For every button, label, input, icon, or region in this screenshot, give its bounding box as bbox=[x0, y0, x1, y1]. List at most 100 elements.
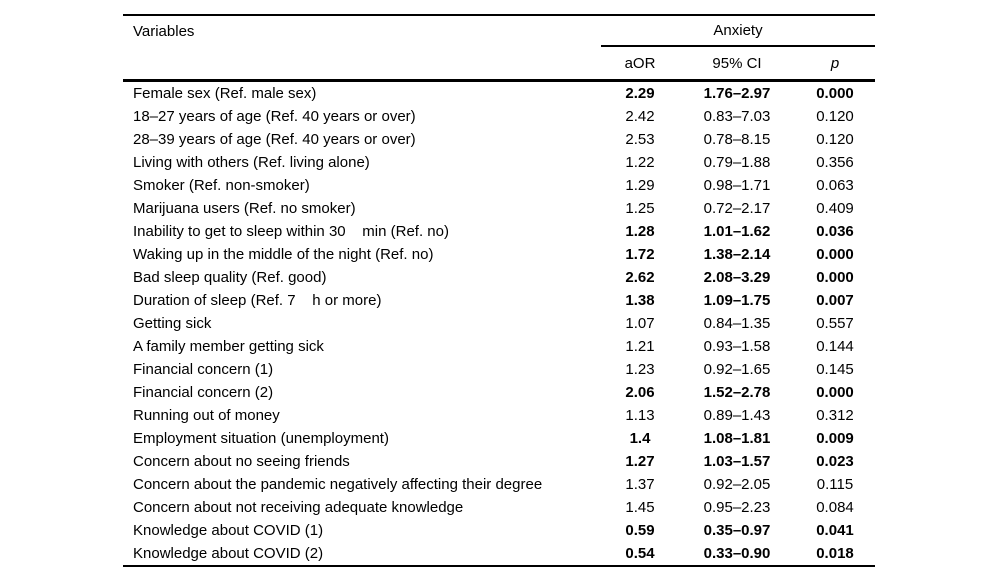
table-row: Inability to get to sleep within 30 min … bbox=[123, 220, 875, 243]
row-ci-value: 0.78–8.15 bbox=[703, 131, 771, 148]
row-p-value: 0.000 bbox=[816, 246, 854, 263]
row-variable: Getting sick bbox=[133, 315, 212, 332]
row-aor-value: 2.53 bbox=[625, 131, 655, 148]
row-variable: Knowledge about COVID (1) bbox=[133, 522, 324, 539]
row-variable: Female sex (Ref. male sex) bbox=[133, 85, 317, 102]
row-ci-value: 1.03–1.57 bbox=[703, 453, 771, 470]
row-p-value: 0.312 bbox=[816, 407, 854, 424]
row-variable: Financial concern (1) bbox=[133, 361, 274, 378]
row-p-value: 0.041 bbox=[816, 522, 854, 539]
row-aor-value: 1.29 bbox=[625, 177, 655, 194]
row-p-value: 0.007 bbox=[816, 292, 854, 309]
row-p-value: 0.000 bbox=[816, 384, 854, 401]
row-aor-value: 2.29 bbox=[625, 85, 655, 102]
row-variable: Knowledge about COVID (2) bbox=[133, 545, 324, 562]
row-aor-value: 1.72 bbox=[625, 246, 655, 263]
column-header-p: p bbox=[830, 54, 840, 72]
row-aor-value: 1.37 bbox=[625, 476, 655, 493]
row-variable: Financial concern (2) bbox=[133, 384, 274, 401]
row-variable: Living with others (Ref. living alone) bbox=[133, 154, 370, 171]
table-row: Waking up in the middle of the night (Re… bbox=[123, 243, 875, 266]
table-row: 18–27 years of age (Ref. 40 years or ove… bbox=[123, 105, 875, 128]
row-aor-value: 1.38 bbox=[625, 292, 655, 309]
row-aor-value: 1.21 bbox=[625, 338, 655, 355]
row-p-value: 0.000 bbox=[816, 269, 854, 286]
row-aor-value: 1.07 bbox=[625, 315, 655, 332]
row-variable: A family member getting sick bbox=[133, 338, 324, 355]
column-header-ci: 95% CI bbox=[712, 54, 762, 72]
row-ci-value: 0.33–0.90 bbox=[703, 545, 771, 562]
row-ci-value: 0.83–7.03 bbox=[703, 108, 771, 125]
row-ci-value: 0.92–2.05 bbox=[703, 476, 771, 493]
row-aor-value: 1.25 bbox=[625, 200, 655, 217]
row-variable: Duration of sleep (Ref. 7 h or more) bbox=[133, 292, 382, 309]
table-row: Living with others (Ref. living alone) 1… bbox=[123, 151, 875, 174]
table-row: Duration of sleep (Ref. 7 h or more) 1.3… bbox=[123, 289, 875, 312]
table-header-group-row: Variables Anxiety bbox=[123, 16, 875, 47]
row-p-value: 0.145 bbox=[816, 361, 854, 378]
table-row: Getting sick 1.07 0.84–1.35 0.557 bbox=[123, 312, 875, 335]
table-row: Bad sleep quality (Ref. good) 2.62 2.08–… bbox=[123, 266, 875, 289]
row-p-value: 0.120 bbox=[816, 131, 854, 148]
row-ci-value: 1.09–1.75 bbox=[703, 292, 771, 309]
row-aor-value: 0.54 bbox=[625, 545, 655, 562]
row-variable: Concern about not receiving adequate kno… bbox=[133, 499, 464, 516]
column-header-aor: aOR bbox=[624, 54, 656, 72]
row-ci-value: 0.92–1.65 bbox=[703, 361, 771, 378]
row-variable: Marijuana users (Ref. no smoker) bbox=[133, 200, 356, 217]
row-p-value: 0.084 bbox=[816, 499, 854, 516]
group-header-anxiety-cell: Anxiety bbox=[601, 16, 875, 47]
table-row: 28–39 years of age (Ref. 40 years or ove… bbox=[123, 128, 875, 151]
row-ci-value: 2.08–3.29 bbox=[703, 269, 771, 286]
row-aor-value: 1.27 bbox=[625, 453, 655, 470]
row-ci-value: 0.89–1.43 bbox=[703, 407, 771, 424]
row-ci-value: 0.72–2.17 bbox=[703, 200, 771, 217]
row-p-value: 0.036 bbox=[816, 223, 854, 240]
table-row: Knowledge about COVID (1) 0.59 0.35–0.97… bbox=[123, 519, 875, 542]
row-ci-value: 1.38–2.14 bbox=[703, 246, 771, 263]
table-row: Concern about no seeing friends 1.27 1.0… bbox=[123, 450, 875, 473]
column-header-variables: Variables bbox=[133, 23, 195, 40]
row-ci-value: 0.95–2.23 bbox=[703, 499, 771, 516]
row-p-value: 0.144 bbox=[816, 338, 854, 355]
row-p-value: 0.000 bbox=[816, 85, 854, 102]
row-ci-value: 0.93–1.58 bbox=[703, 338, 771, 355]
table-top-rule bbox=[123, 14, 875, 16]
table-row: A family member getting sick 1.21 0.93–1… bbox=[123, 335, 875, 358]
row-aor-value: 2.06 bbox=[625, 384, 655, 401]
row-variable: 28–39 years of age (Ref. 40 years or ove… bbox=[133, 131, 416, 148]
row-variable: Inability to get to sleep within 30 min … bbox=[133, 223, 449, 240]
row-p-value: 0.120 bbox=[816, 108, 854, 125]
row-aor-value: 0.59 bbox=[625, 522, 655, 539]
table-row: Female sex (Ref. male sex) 2.29 1.76–2.9… bbox=[123, 82, 875, 105]
row-p-value: 0.063 bbox=[816, 177, 854, 194]
row-ci-value: 1.01–1.62 bbox=[703, 223, 771, 240]
table-row: Employment situation (unemployment) 1.4 … bbox=[123, 427, 875, 450]
group-header-anxiety-label: Anxiety bbox=[713, 22, 763, 39]
row-ci-value: 0.79–1.88 bbox=[703, 154, 771, 171]
row-p-value: 0.557 bbox=[816, 315, 854, 332]
row-ci-value: 0.84–1.35 bbox=[703, 315, 771, 332]
row-ci-value: 0.35–0.97 bbox=[703, 522, 771, 539]
table-header-separator-rule bbox=[123, 79, 875, 82]
table-bottom-rule bbox=[123, 565, 875, 567]
row-ci-value: 0.98–1.71 bbox=[703, 177, 771, 194]
row-p-value: 0.018 bbox=[816, 545, 854, 562]
row-aor-value: 1.13 bbox=[625, 407, 655, 424]
row-p-value: 0.115 bbox=[816, 476, 854, 493]
row-variable: Smoker (Ref. non-smoker) bbox=[133, 177, 310, 194]
row-ci-value: 1.76–2.97 bbox=[703, 85, 771, 102]
row-aor-value: 1.45 bbox=[625, 499, 655, 516]
anxiety-regression-table: Variables Anxiety aOR 95% CI p Female se… bbox=[123, 14, 875, 567]
row-p-value: 0.023 bbox=[816, 453, 854, 470]
table-body: Female sex (Ref. male sex) 2.29 1.76–2.9… bbox=[123, 82, 875, 565]
row-aor-value: 1.22 bbox=[625, 154, 655, 171]
table-row: Financial concern (2) 2.06 1.52–2.78 0.0… bbox=[123, 381, 875, 404]
row-ci-value: 1.52–2.78 bbox=[703, 384, 771, 401]
row-variable: Employment situation (unemployment) bbox=[133, 430, 389, 447]
table-row: Marijuana users (Ref. no smoker) 1.25 0.… bbox=[123, 197, 875, 220]
row-variable: Concern about no seeing friends bbox=[133, 453, 350, 470]
row-aor-value: 1.28 bbox=[625, 223, 655, 240]
row-aor-value: 2.62 bbox=[625, 269, 655, 286]
row-variable: Concern about the pandemic negatively af… bbox=[133, 476, 543, 493]
